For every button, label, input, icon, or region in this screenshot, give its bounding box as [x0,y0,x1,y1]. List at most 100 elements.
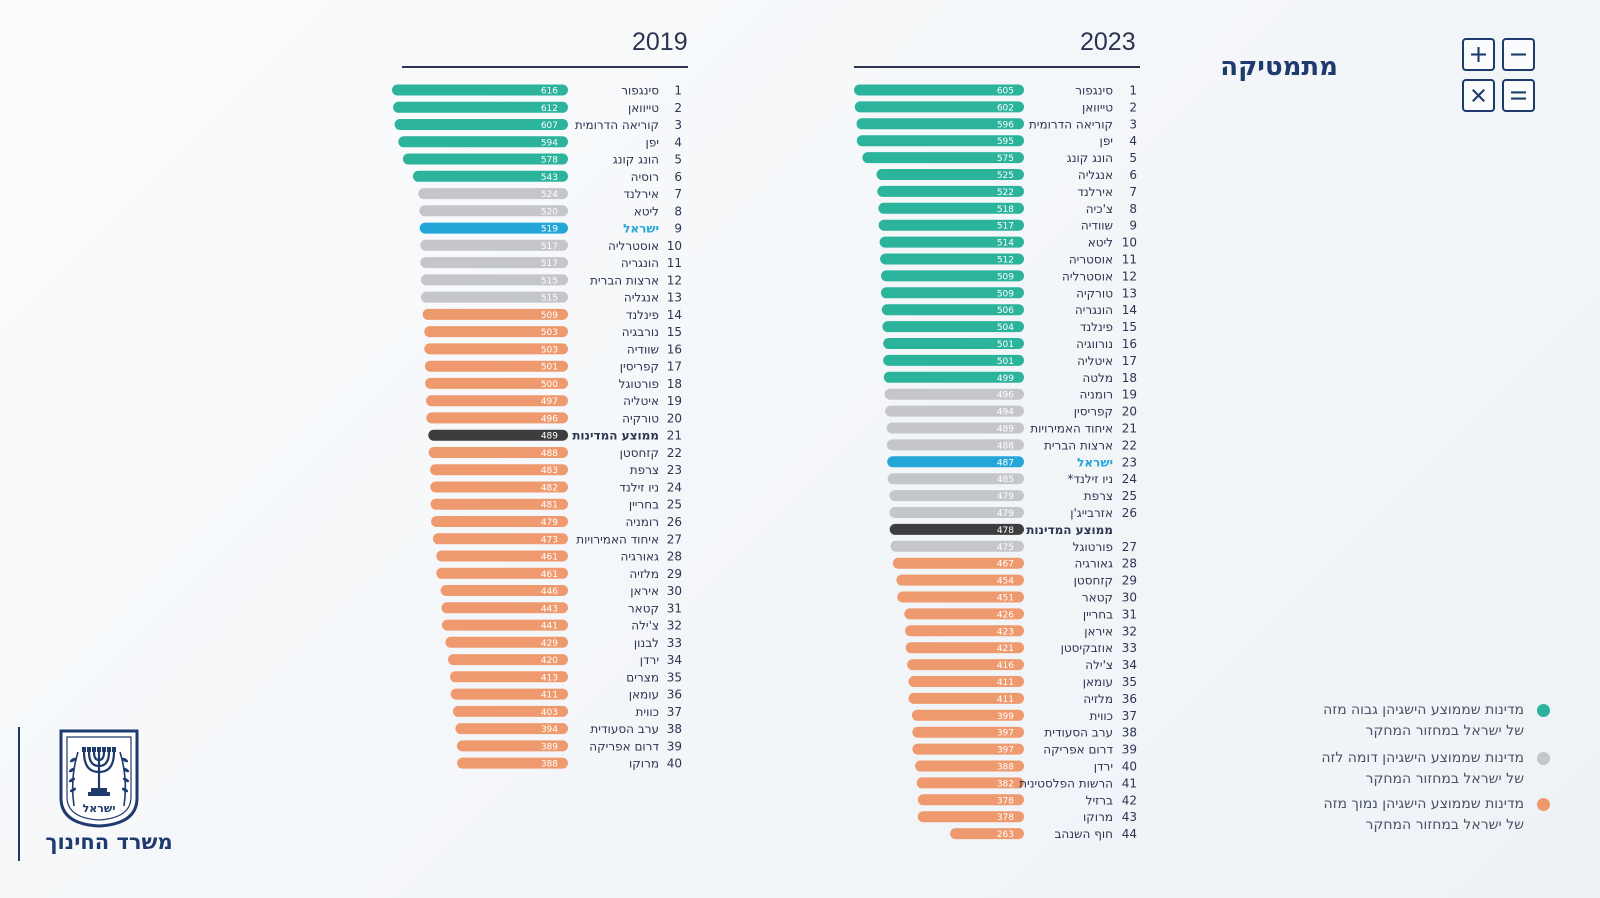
country-label-2019-18: פורטוגל [619,377,659,391]
rank-label-2023-45: 44 [1122,827,1137,841]
bar-2023-39 [912,726,1024,738]
bar-2023-22 [886,439,1024,451]
country-label-2023-12: אוסטרליה [1062,269,1113,283]
rank-label-2023-24: 24 [1122,472,1137,486]
value-label-2019-5: 578 [541,156,558,166]
legend-line-similar-2: של ישראל במחזור המחקר [1365,771,1524,787]
value-label-2019-23: 483 [541,466,558,476]
country-label-2019-20: טורקיה [622,411,659,425]
country-label-2023-39: ערב הסעודית [1044,726,1113,740]
country-label-2023-36: עומאן [1083,675,1113,689]
rank-label-2023-14: 14 [1122,303,1137,317]
value-label-2019-7: 524 [541,190,558,200]
country-label-2023-28: פורטוגל [1073,540,1113,554]
minus-icon [1502,38,1535,71]
value-label-2023-32: 426 [997,610,1014,620]
bar-2023-26 [889,507,1024,518]
rank-label-2023-41: 40 [1122,760,1137,774]
bar-2023-16 [883,338,1024,349]
bar-2019-16 [424,343,568,355]
country-label-2019-6: רוסיה [631,170,659,184]
value-label-2023-4: 595 [997,137,1014,147]
country-label-2023-11: אוסטריה [1069,253,1113,267]
value-label-2019-13: 515 [541,294,558,304]
bar-2019-39 [456,740,568,752]
value-label-2019-21: 489 [541,432,558,442]
rank-label-2019-22: 22 [667,446,682,460]
country-label-2023-33: איראן [1084,624,1113,638]
bar-2019-36 [450,688,568,700]
value-label-2023-30: 454 [997,577,1014,587]
value-label-2023-38: 399 [997,712,1014,722]
legend-label-similar: מדינות שממוצע הישגיהן דומה לזה של ישראל ב… [1284,748,1524,790]
value-label-2023-36: 411 [997,678,1014,688]
country-label-2023-18: מלטה [1082,371,1113,385]
country-label-2019-19: איטליה [623,394,659,408]
rank-label-2023-28: 27 [1122,540,1137,554]
value-label-2019-34: 420 [541,656,558,666]
rank-label-2023-30: 29 [1122,574,1137,588]
value-label-2023-12: 509 [997,272,1014,282]
value-label-2019-36: 411 [541,691,558,701]
rank-label-2019-4: 4 [674,135,682,149]
value-label-2019-33: 429 [541,639,558,649]
country-label-2023-24: ניו זילנד* [1067,472,1113,486]
country-label-2019-12: ארצות הברית [590,273,659,287]
value-label-2023-28: 475 [997,543,1014,553]
bar-2023-17 [883,354,1024,366]
country-label-2019-23: צרפת [630,463,659,477]
bar-2023-36 [908,676,1024,687]
bar-2019-3 [394,119,568,130]
rank-label-2023-12: 12 [1122,269,1137,283]
rank-label-2023-35: 34 [1122,658,1137,672]
value-label-2019-4: 594 [541,138,558,148]
bar-2023-35 [907,659,1024,671]
value-label-2023-14: 506 [997,306,1014,316]
country-label-2023-41: ירדן [1094,760,1113,774]
bar-2023-44 [917,811,1024,823]
rank-label-2019-9: 9 [674,222,682,236]
country-label-2019-31: קטאר [628,601,659,615]
value-label-2019-15: 503 [541,328,558,338]
country-label-2023-45: חוף השנהב [1054,827,1113,841]
value-label-2019-40: 388 [541,760,558,770]
rank-label-2023-23: 23 [1122,455,1137,469]
value-label-2019-25: 481 [541,501,558,511]
bar-2019-27 [432,533,568,545]
country-label-2023-30: קזחסטן [1074,574,1113,588]
country-label-2023-6: אנגליה [1078,168,1113,182]
bar-2023-13 [881,287,1024,299]
value-label-2023-18: 499 [997,374,1014,384]
bar-2023-7 [877,185,1024,197]
bar-2023-18 [883,371,1024,383]
value-label-2023-9: 517 [997,222,1014,232]
rank-label-2023-29: 28 [1122,557,1137,571]
bar-2023-34 [905,642,1024,654]
rank-label-2019-1: 1 [674,84,682,98]
country-label-2023-13: טורקיה [1076,286,1113,300]
value-label-2019-16: 503 [541,345,558,355]
bar-2019-17 [424,360,568,372]
rank-label-2019-21: 21 [667,429,682,443]
rank-label-2019-24: 24 [667,480,682,494]
bar-2019-19 [426,395,568,407]
value-label-2023-10: 514 [997,239,1014,249]
rank-label-2019-17: 17 [667,360,682,374]
country-label-2019-26: רומניה [625,515,659,529]
country-label-2023-31: קטאר [1082,591,1113,605]
bar-2019-33 [445,636,568,648]
times-icon [1462,79,1495,112]
value-label-2019-24: 482 [541,483,558,493]
country-label-2023-1: סינגפור [1075,84,1113,98]
rank-label-2019-40: 40 [667,757,682,771]
value-label-2019-29: 461 [541,570,558,580]
rank-label-2023-40: 39 [1122,743,1137,757]
bar-2019-28 [436,550,568,562]
country-label-2019-24: ניו זילנד [619,480,659,494]
country-label-2019-4: יפן [646,135,659,149]
value-label-2019-17: 501 [541,363,558,373]
value-label-2019-11: 517 [541,259,558,269]
rank-label-2019-36: 36 [667,688,682,702]
logo-divider [18,727,20,861]
